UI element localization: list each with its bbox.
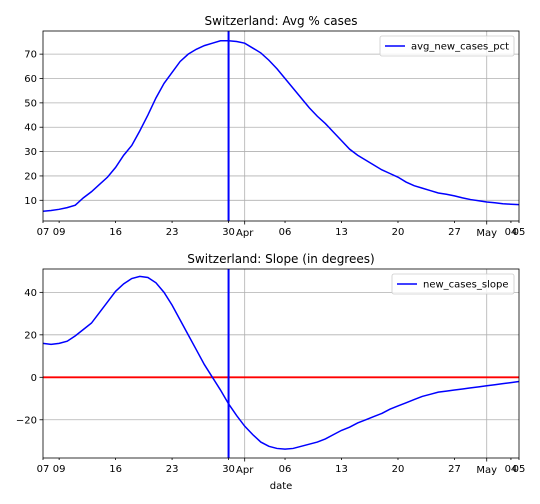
x-axis-label: date — [270, 481, 293, 492]
y-tick-label: 60 — [24, 74, 37, 85]
y-tick-label: 0 — [31, 373, 37, 384]
x-tick-label: 05 — [513, 464, 526, 475]
y-tick-label: 50 — [24, 98, 37, 109]
x-tick-label: 05 — [513, 227, 526, 238]
x-tick-label: 23 — [166, 227, 179, 238]
x-tick-label: 04 — [505, 464, 518, 475]
y-tick-label: 20 — [24, 171, 37, 182]
x-tick-label: 30 — [222, 227, 235, 238]
x-tick-label: 27 — [448, 464, 461, 475]
x-tick-label: 13 — [335, 464, 348, 475]
legend-label: new_cases_slope — [423, 280, 508, 291]
y-tick-label: −20 — [16, 415, 37, 426]
legend-box — [391, 273, 515, 295]
plot-frame — [42, 268, 520, 459]
x-tick-label: 16 — [109, 227, 122, 238]
legend-label: avg_new_cases_pct — [411, 42, 509, 53]
x-tick-label: 09 — [53, 464, 66, 475]
chart-title: Switzerland: Avg % cases — [205, 14, 358, 28]
x-tick-label: 20 — [392, 464, 405, 475]
legend: new_cases_slope — [391, 273, 515, 295]
x-tick-label: 13 — [335, 227, 348, 238]
x-tick-label: 16 — [109, 464, 122, 475]
y-tick-label: 10 — [24, 196, 37, 207]
y-tick-label: 30 — [24, 147, 37, 158]
series-line-avg_new_cases_pct — [42, 39, 520, 213]
x-tick-label: 07 — [37, 227, 50, 238]
y-tick-label: 70 — [24, 50, 37, 61]
chart-title: Switzerland: Slope (in degrees) — [187, 252, 374, 266]
x-tick-label: May — [476, 228, 497, 239]
x-tick-label: 30 — [222, 464, 235, 475]
x-tick-label: 06 — [279, 227, 292, 238]
x-tick-label: Apr — [236, 465, 254, 476]
x-tick-label: 07 — [37, 464, 50, 475]
x-tick-label: Apr — [236, 228, 254, 239]
x-tick-label: 27 — [448, 227, 461, 238]
x-tick-label: 20 — [392, 227, 405, 238]
y-tick-label: 40 — [24, 123, 37, 134]
plot-frame — [42, 30, 520, 222]
series-line-new_cases_slope — [42, 275, 520, 450]
x-tick-label: 06 — [279, 464, 292, 475]
legend-box — [379, 35, 515, 57]
y-tick-label: 40 — [24, 288, 37, 299]
x-tick-label: 04 — [505, 227, 518, 238]
x-tick-label: 09 — [53, 227, 66, 238]
x-tick-label: May — [476, 465, 497, 476]
y-tick-label: 20 — [24, 330, 37, 341]
x-tick-label: 23 — [166, 464, 179, 475]
legend: avg_new_cases_pct — [379, 35, 515, 57]
